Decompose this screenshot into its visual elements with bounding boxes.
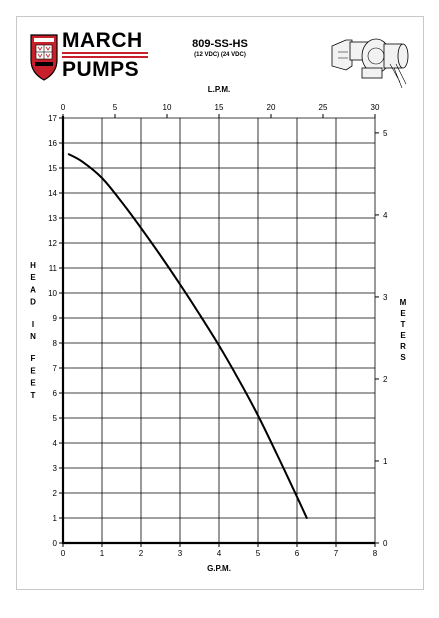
y2-tick-label: 2 — [383, 375, 388, 384]
x-tick-label: 5 — [256, 549, 261, 558]
axes — [59, 114, 379, 547]
y-tick-label: 5 — [53, 414, 58, 423]
x2-tick-label: 0 — [61, 103, 66, 112]
grid — [62, 117, 376, 544]
y-tick-label: 10 — [48, 289, 57, 298]
y-tick-label: 9 — [53, 314, 58, 323]
x2-tick-label: 10 — [163, 103, 172, 112]
y-tick-label: 8 — [53, 339, 58, 348]
y2-tick-label: 3 — [383, 293, 388, 302]
x-axis-title: G.P.M. — [207, 564, 231, 573]
y-tick-label: 3 — [53, 464, 58, 473]
y-tick-label: 7 — [53, 364, 58, 373]
y2-tick-label: 1 — [383, 457, 388, 466]
march-pumps-logo — [30, 34, 148, 81]
y2-tick-label: 0 — [383, 539, 388, 548]
chart-sheet — [16, 16, 424, 590]
x2-axis-title: L.P.M. — [208, 85, 231, 94]
shield-icon — [30, 34, 58, 81]
x2-tick-label: 5 — [113, 103, 118, 112]
x-tick-label: 0 — [61, 549, 66, 558]
y-tick-label: 1 — [53, 514, 58, 523]
voltage-label: (12 VDC) (24 VDC) — [194, 52, 246, 58]
x-tick-label: 6 — [295, 549, 300, 558]
x-tick-label: 4 — [217, 549, 222, 558]
model-number: 809-SS-HS — [192, 38, 248, 50]
y-tick-label: 12 — [48, 239, 57, 248]
x2-tick-label: 30 — [371, 103, 380, 112]
x-tick-label: 8 — [373, 549, 378, 558]
y2-tick-label: 5 — [383, 129, 388, 138]
x2-tick-label: 20 — [267, 103, 276, 112]
y2-tick-label: 4 — [383, 211, 388, 220]
y-tick-label: 15 — [48, 164, 57, 173]
y-tick-label: 6 — [53, 389, 58, 398]
pump-curve-line — [67, 153, 308, 519]
pump-product-icon — [331, 38, 409, 89]
y-tick-label: 16 — [48, 139, 57, 148]
x-tick-label: 7 — [334, 549, 339, 558]
y-tick-label: 2 — [53, 489, 58, 498]
y-tick-label: 17 — [48, 114, 57, 123]
x-tick-label: 2 — [139, 549, 144, 558]
y-tick-label: 14 — [48, 189, 57, 198]
y-tick-label: 0 — [53, 539, 58, 548]
x-tick-label: 3 — [178, 549, 183, 558]
y-tick-label: 4 — [53, 439, 58, 448]
x2-tick-label: 15 — [215, 103, 224, 112]
brand-name-line1: MARCH — [62, 29, 143, 52]
y-tick-label: 13 — [48, 214, 57, 223]
x2-tick-label: 25 — [319, 103, 328, 112]
y-tick-label: 11 — [49, 264, 58, 273]
x-tick-label: 1 — [100, 549, 105, 558]
brand-stripes — [62, 52, 148, 58]
curve-layer — [67, 153, 308, 519]
brand-name-line2: PUMPS — [62, 58, 140, 81]
